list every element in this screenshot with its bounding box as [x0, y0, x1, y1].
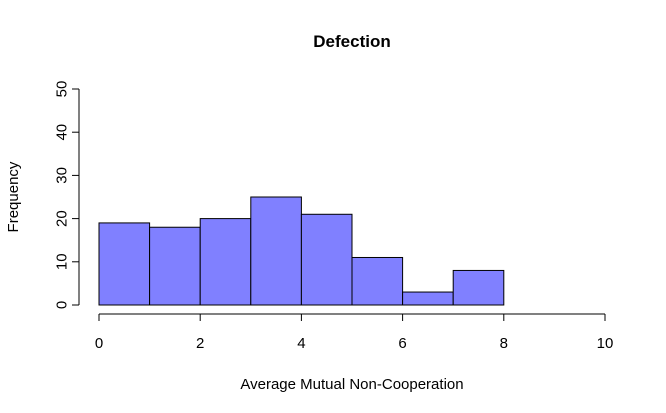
y-tick-label-2: 20 — [53, 210, 70, 227]
histogram-bar-3 — [250, 196, 302, 306]
x-axis-label: Average Mutual Non-Cooperation — [240, 376, 463, 393]
y-tick-label-3: 30 — [53, 167, 70, 184]
x-tick-label-2: 4 — [297, 335, 305, 352]
histogram-bar-6 — [402, 291, 454, 306]
histogram-bar-5 — [351, 256, 404, 306]
y-axis-label: Frequency — [5, 161, 22, 232]
y-tick-label-0: 0 — [53, 301, 70, 309]
y-tick-label-1: 10 — [53, 253, 70, 270]
histogram-bars — [98, 196, 505, 306]
chart-title: Defection — [313, 32, 390, 51]
x-tick-label-5: 10 — [597, 335, 614, 352]
histogram-bar-1 — [149, 226, 201, 306]
y-axis: 0 10 20 30 40 50 — [53, 81, 80, 309]
histogram-bar-4 — [300, 213, 353, 306]
histogram-bar-0 — [98, 222, 151, 306]
histogram-bar-7 — [452, 269, 505, 306]
y-tick-label-4: 40 — [53, 124, 70, 141]
y-tick-label-5: 50 — [53, 81, 70, 98]
x-tick-label-3: 6 — [398, 335, 406, 352]
x-tick-label-1: 2 — [196, 335, 204, 352]
x-axis: 0 2 4 6 8 10 — [95, 313, 614, 352]
x-tick-label-0: 0 — [95, 335, 103, 352]
x-tick-label-4: 8 — [500, 335, 508, 352]
histogram-bar-2 — [199, 218, 252, 306]
